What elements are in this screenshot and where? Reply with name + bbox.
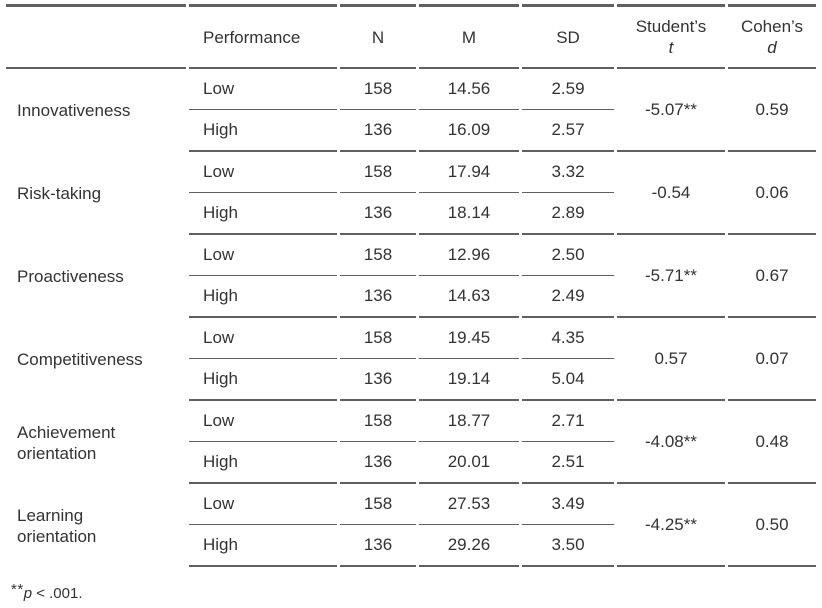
construct-label: Proactiveness	[17, 267, 124, 286]
mean-cell: 18.14	[419, 193, 519, 235]
n-cell: 136	[340, 525, 416, 567]
d-value-cell: 0.59	[728, 69, 816, 152]
t-value-cell: -0.54	[617, 152, 725, 235]
mean-cell: 29.26	[419, 525, 519, 567]
n-cell: 136	[340, 110, 416, 152]
header-construct	[6, 4, 186, 69]
table-row: Innovativeness Low 158 14.56 2.59 -5.07*…	[6, 69, 816, 152]
performance-level-cell: Low	[189, 235, 337, 276]
d-value-cell: 0.06	[728, 152, 816, 235]
t-value-cell: -4.08**	[617, 401, 725, 484]
table-row: Achievement orientation Low 158 18.77 2.…	[6, 401, 816, 484]
n-cell: 136	[340, 359, 416, 401]
header-row: Performance N M SD Student’s t Cohen’s d	[6, 4, 816, 69]
header-cohens-d: Cohen’s d	[728, 4, 816, 69]
sd-cell: 3.50	[522, 525, 614, 567]
mean-cell: 16.09	[419, 110, 519, 152]
sd-cell: 2.49	[522, 276, 614, 318]
construct-label: Achievement orientation	[17, 422, 116, 463]
table-row: High 136 19.14 5.04	[6, 359, 816, 401]
t-value-cell: -4.25**	[617, 484, 725, 567]
sd-cell: 2.59	[522, 69, 614, 110]
d-value-cell: 0.67	[728, 235, 816, 318]
table-row: High 136 20.01 2.51	[6, 442, 816, 484]
mean-cell: 12.96	[419, 235, 519, 276]
header-sd: SD	[522, 4, 614, 69]
n-cell: 136	[340, 193, 416, 235]
construct-label: Risk-taking	[17, 184, 102, 203]
performance-level-cell: Low	[189, 69, 337, 110]
performance-level-cell: High	[189, 525, 337, 567]
performance-level-cell: Low	[189, 484, 337, 525]
header-m: M	[419, 4, 519, 69]
n-cell: 158	[340, 401, 416, 442]
table-footnote: **p < .001.	[3, 581, 819, 602]
n-cell: 158	[340, 235, 416, 276]
performance-level-cell: High	[189, 110, 337, 152]
header-cohens-d-line1: Cohen’s	[740, 17, 804, 36]
header-students-t-line1: Student’s	[635, 17, 707, 36]
statistics-table: Performance N M SD Student’s t Cohen’s d…	[3, 4, 819, 567]
n-cell: 136	[340, 442, 416, 484]
performance-level-cell: High	[189, 276, 337, 318]
performance-level-cell: Low	[189, 401, 337, 442]
t-value-cell: -5.07**	[617, 69, 725, 152]
table-row: High 136 16.09 2.57	[6, 110, 816, 152]
sd-cell: 3.49	[522, 484, 614, 525]
construct-label: Competitiveness	[17, 350, 143, 369]
table-body: Innovativeness Low 158 14.56 2.59 -5.07*…	[6, 69, 816, 567]
n-cell: 158	[340, 152, 416, 193]
mean-cell: 18.77	[419, 401, 519, 442]
significance-stars: **	[11, 580, 24, 598]
n-cell: 158	[340, 69, 416, 110]
header-cohens-d-line2: d	[767, 38, 777, 57]
header-performance: Performance	[189, 4, 337, 69]
table-row: Competitiveness Low 158 19.45 4.35 0.57 …	[6, 318, 816, 401]
footnote-threshold: < .001.	[32, 585, 83, 602]
p-symbol: p	[23, 585, 33, 602]
sd-cell: 2.57	[522, 110, 614, 152]
mean-cell: 20.01	[419, 442, 519, 484]
mean-cell: 17.94	[419, 152, 519, 193]
d-value-cell: 0.48	[728, 401, 816, 484]
header-students-t-line2: t	[668, 38, 674, 57]
t-value-cell: -5.71**	[617, 235, 725, 318]
performance-level-cell: High	[189, 193, 337, 235]
performance-level-cell: Low	[189, 152, 337, 193]
d-value-cell: 0.07	[728, 318, 816, 401]
sd-cell: 5.04	[522, 359, 614, 401]
sd-cell: 3.32	[522, 152, 614, 193]
table-row: High 136 29.26 3.50	[6, 525, 816, 567]
performance-level-cell: High	[189, 442, 337, 484]
performance-level-cell: Low	[189, 318, 337, 359]
table-row: Learning orientation Low 158 27.53 3.49 …	[6, 484, 816, 567]
n-cell: 158	[340, 318, 416, 359]
sd-cell: 2.89	[522, 193, 614, 235]
sd-cell: 4.35	[522, 318, 614, 359]
header-n: N	[340, 4, 416, 69]
sd-cell: 2.50	[522, 235, 614, 276]
sd-cell: 2.51	[522, 442, 614, 484]
mean-cell: 14.63	[419, 276, 519, 318]
mean-cell: 19.45	[419, 318, 519, 359]
n-cell: 136	[340, 276, 416, 318]
construct-label: Learning orientation	[17, 505, 97, 546]
performance-level-cell: High	[189, 359, 337, 401]
table-row: Proactiveness Low 158 12.96 2.50 -5.71**…	[6, 235, 816, 318]
d-value-cell: 0.50	[728, 484, 816, 567]
table-row: Risk-taking Low 158 17.94 3.32 -0.54 0.0…	[6, 152, 816, 235]
t-value-cell: 0.57	[617, 318, 725, 401]
table-header: Performance N M SD Student’s t Cohen’s d	[6, 4, 816, 69]
header-students-t: Student’s t	[617, 4, 725, 69]
n-cell: 158	[340, 484, 416, 525]
mean-cell: 14.56	[419, 69, 519, 110]
table-row: High 136 14.63 2.49	[6, 276, 816, 318]
table-row: High 136 18.14 2.89	[6, 193, 816, 235]
mean-cell: 27.53	[419, 484, 519, 525]
construct-label: Innovativeness	[17, 101, 131, 120]
sd-cell: 2.71	[522, 401, 614, 442]
mean-cell: 19.14	[419, 359, 519, 401]
